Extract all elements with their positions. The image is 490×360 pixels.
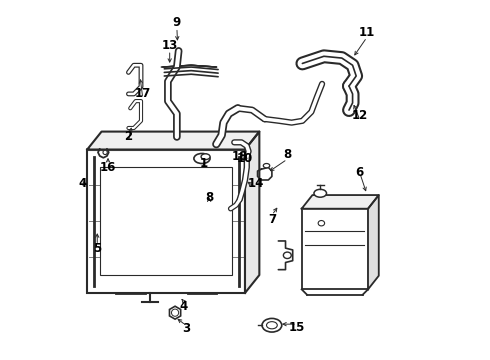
Text: 3: 3: [182, 322, 190, 335]
Polygon shape: [302, 209, 368, 289]
Text: 9: 9: [173, 16, 181, 29]
Text: 17: 17: [135, 87, 151, 100]
Text: 12: 12: [352, 109, 368, 122]
Text: 1: 1: [200, 157, 208, 170]
Polygon shape: [302, 195, 379, 209]
Polygon shape: [100, 167, 232, 275]
Text: 4: 4: [79, 177, 87, 190]
Text: 10: 10: [237, 152, 253, 165]
Ellipse shape: [262, 319, 282, 332]
Text: 18: 18: [231, 150, 248, 163]
Text: 15: 15: [289, 320, 305, 333]
Ellipse shape: [267, 321, 277, 329]
Text: 8: 8: [283, 148, 292, 161]
Text: 2: 2: [124, 130, 132, 144]
Text: 5: 5: [93, 242, 101, 255]
Text: 16: 16: [100, 161, 116, 174]
Text: 7: 7: [268, 213, 276, 226]
Circle shape: [103, 150, 107, 154]
Polygon shape: [87, 132, 259, 149]
Text: 14: 14: [247, 177, 264, 190]
Text: 13: 13: [162, 39, 178, 52]
Ellipse shape: [194, 153, 210, 163]
Text: 11: 11: [359, 27, 375, 40]
Ellipse shape: [283, 252, 291, 258]
Text: 8: 8: [205, 192, 213, 204]
Polygon shape: [245, 132, 259, 293]
Ellipse shape: [318, 221, 324, 226]
Polygon shape: [368, 195, 379, 289]
Text: 4: 4: [180, 300, 188, 313]
Polygon shape: [87, 149, 245, 293]
Ellipse shape: [201, 154, 210, 159]
Text: 6: 6: [356, 166, 364, 179]
Circle shape: [172, 309, 179, 316]
Ellipse shape: [314, 189, 326, 197]
Ellipse shape: [263, 163, 270, 168]
